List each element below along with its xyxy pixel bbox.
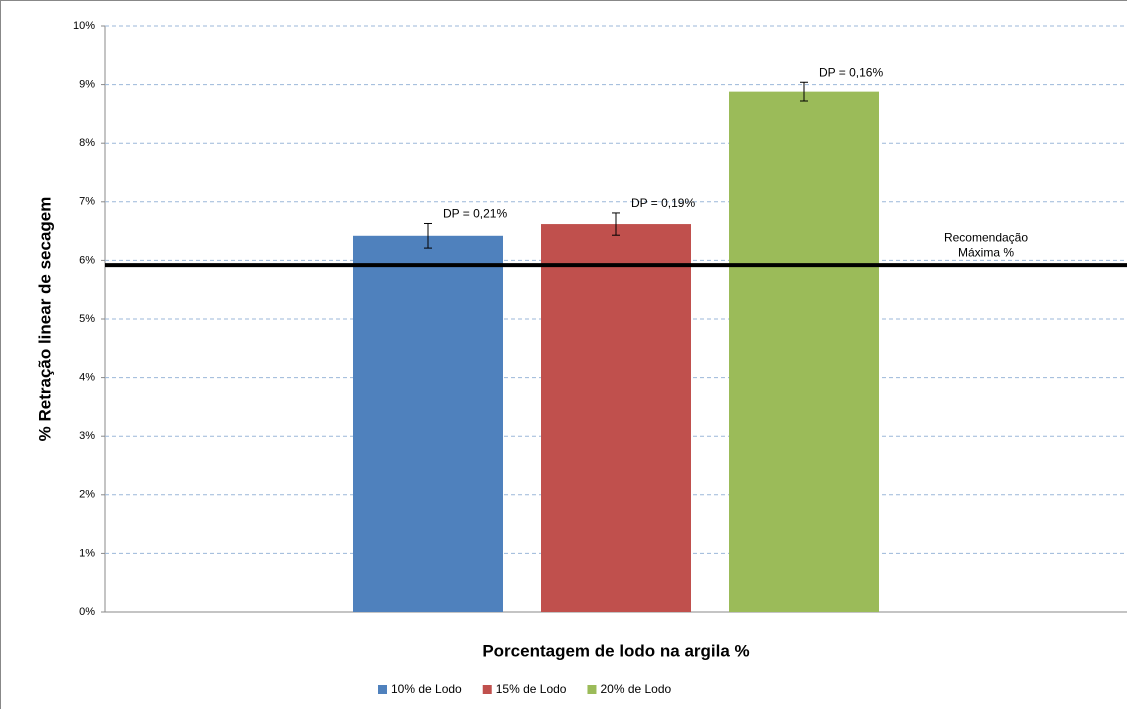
y-tick-label: 8% (79, 137, 95, 149)
y-tick-label: 5% (79, 313, 95, 325)
y-axis-title: % Retração linear de secagem (35, 197, 54, 442)
y-tick-label: 2% (79, 489, 95, 501)
error-label: DP = 0,21% (443, 207, 507, 221)
y-tick-label: 1% (79, 547, 95, 559)
y-tick-label: 7% (79, 196, 95, 208)
reference-label: Recomendação (944, 230, 1028, 244)
y-tick-label: 6% (79, 254, 95, 266)
error-bar (800, 81, 808, 102)
legend-swatch (482, 685, 492, 694)
y-tick-label: 9% (79, 79, 95, 91)
error-label: DP = 0,16% (819, 65, 883, 79)
y-tick-label: 4% (79, 372, 95, 384)
x-axis-title: Porcentagem de lodo na argila % (482, 641, 749, 660)
legend-label: 20% de Lodo (600, 682, 671, 696)
bar (729, 91, 879, 612)
error-bar (424, 222, 432, 249)
error-label: DP = 0,19% (631, 196, 695, 210)
legend-label: 15% de Lodo (496, 682, 567, 696)
bar (353, 235, 503, 612)
y-tick-label: 3% (79, 430, 95, 442)
y-tick-label: 10% (73, 20, 95, 32)
legend-swatch (587, 685, 597, 694)
error-bar (612, 212, 620, 236)
y-tick-label: 0% (79, 606, 95, 618)
legend-label: 10% de Lodo (391, 682, 462, 696)
reference-label: Máxima % (958, 245, 1014, 259)
legend-swatch (378, 685, 387, 694)
bar (541, 224, 691, 612)
